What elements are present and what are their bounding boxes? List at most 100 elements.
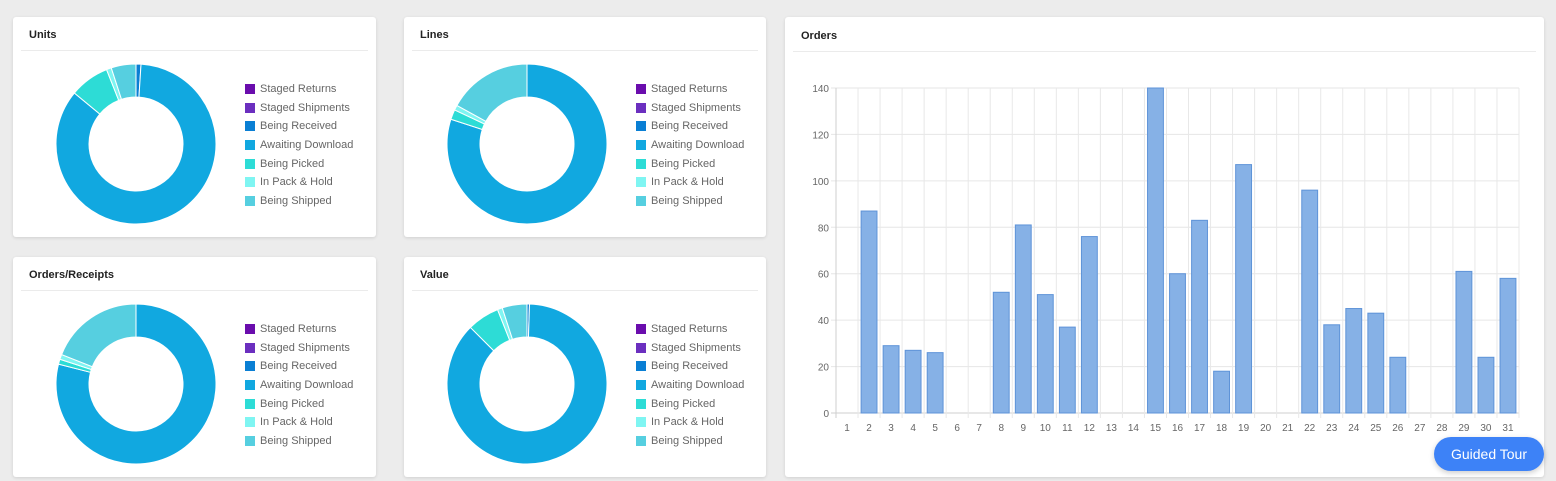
bar[interactable] — [1345, 308, 1363, 414]
legend-label: Awaiting Download — [260, 379, 354, 392]
x-tick-label: 22 — [1304, 423, 1316, 434]
x-tick-label: 11 — [1062, 423, 1073, 434]
bar[interactable] — [1477, 356, 1495, 414]
legend-item[interactable]: Staged Shipments — [245, 99, 353, 118]
legend-item[interactable]: Staged Shipments — [245, 339, 353, 358]
donut-slice[interactable] — [446, 303, 608, 465]
x-tick-label: 27 — [1414, 423, 1426, 434]
x-tick-label: 25 — [1370, 423, 1382, 434]
bar[interactable] — [1499, 277, 1517, 414]
legend-item[interactable]: In Pack & Hold — [245, 173, 353, 192]
legend-item[interactable]: Being Picked — [636, 154, 744, 173]
bar[interactable] — [1301, 189, 1319, 414]
donut-slice[interactable] — [446, 63, 608, 225]
legend-label: Staged Returns — [260, 83, 337, 96]
legend-swatch — [245, 361, 255, 372]
legend-label: Being Picked — [651, 397, 716, 410]
legend-swatch — [245, 380, 255, 391]
bar[interactable] — [1191, 219, 1208, 414]
bar[interactable] — [1169, 273, 1186, 414]
donut-slice[interactable] — [55, 63, 217, 225]
legend-item[interactable]: Staged Returns — [636, 80, 744, 99]
bar[interactable] — [1323, 324, 1341, 414]
legend-item[interactable]: Staged Returns — [245, 80, 353, 99]
legend-item[interactable]: Staged Returns — [636, 320, 744, 339]
x-tick-label: 29 — [1458, 423, 1470, 434]
legend-label: Being Shipped — [651, 434, 723, 447]
donut-slice[interactable] — [55, 303, 217, 465]
legend-item[interactable]: In Pack & Hold — [245, 413, 353, 432]
legend-item[interactable]: Being Received — [245, 117, 353, 136]
legend-item[interactable]: Staged Returns — [245, 320, 353, 339]
legend-item[interactable]: In Pack & Hold — [636, 413, 744, 432]
x-tick-label: 8 — [998, 423, 1004, 434]
donut-slice[interactable] — [501, 303, 528, 340]
bar[interactable] — [1147, 87, 1164, 414]
legend-item[interactable]: Being Received — [636, 117, 744, 136]
bar[interactable] — [860, 210, 878, 414]
x-tick-label: 3 — [888, 423, 894, 434]
legend-item[interactable]: Awaiting Download — [245, 376, 353, 395]
donut-slice[interactable] — [110, 63, 137, 100]
x-tick-label: 10 — [1040, 423, 1052, 434]
legend-item[interactable]: Being Picked — [245, 154, 353, 173]
legend-label: Staged Returns — [651, 323, 728, 336]
y-tick-label: 80 — [818, 223, 830, 234]
x-tick-label: 6 — [954, 423, 960, 434]
legend-item[interactable]: Being Received — [245, 357, 353, 376]
x-tick-label: 31 — [1502, 423, 1514, 434]
card-divider — [412, 290, 758, 291]
guided-tour-button[interactable]: Guided Tour — [1434, 437, 1544, 471]
legend-swatch — [636, 361, 646, 372]
legend-item[interactable]: Being Picked — [245, 394, 353, 413]
legend-item[interactable]: Staged Shipments — [636, 99, 744, 118]
legend-item[interactable]: Being Shipped — [245, 192, 353, 211]
x-tick-label: 18 — [1216, 423, 1228, 434]
donut-slice[interactable] — [60, 303, 137, 368]
bar[interactable] — [904, 349, 922, 414]
donut-slice[interactable] — [456, 63, 528, 123]
bar[interactable] — [1389, 356, 1407, 414]
bar[interactable] — [882, 345, 900, 414]
value-donut — [446, 303, 608, 465]
legend-item[interactable]: Being Shipped — [636, 192, 744, 211]
legend-item[interactable]: Being Picked — [636, 394, 744, 413]
legend-label: In Pack & Hold — [651, 416, 724, 429]
legend-swatch — [245, 177, 255, 188]
x-tick-label: 5 — [932, 423, 938, 434]
legend-item[interactable]: Being Shipped — [636, 432, 744, 451]
value-legend: Staged Returns Staged Shipments Being Rece… — [636, 320, 744, 450]
legend-label: Being Received — [651, 120, 729, 133]
lines-card: Lines Staged Returns Staged Shipments Bein… — [404, 17, 766, 237]
legend-label: Staged Shipments — [651, 101, 741, 114]
bar[interactable] — [1036, 294, 1054, 414]
bar[interactable] — [1014, 224, 1032, 414]
units-donut — [55, 63, 217, 225]
legend-swatch — [636, 417, 646, 428]
legend-swatch — [636, 121, 646, 132]
legend-item[interactable]: Awaiting Download — [636, 376, 744, 395]
orders-receipts-card: Orders/Receipts Staged Returns Staged Shi… — [13, 257, 376, 477]
legend-item[interactable]: In Pack & Hold — [636, 173, 744, 192]
legend-item[interactable]: Awaiting Download — [245, 136, 353, 155]
bar[interactable] — [926, 352, 944, 414]
legend-swatch — [245, 324, 255, 335]
legend-item[interactable]: Being Shipped — [245, 432, 353, 451]
bar[interactable] — [1080, 236, 1098, 414]
bar[interactable] — [1058, 326, 1076, 414]
legend-swatch — [636, 380, 646, 391]
bar[interactable] — [1367, 312, 1385, 414]
legend-item[interactable]: Awaiting Download — [636, 136, 744, 155]
y-tick-label: 120 — [812, 130, 829, 141]
legend-label: Staged Returns — [651, 83, 728, 96]
bar[interactable] — [1213, 370, 1230, 414]
bar[interactable] — [1455, 270, 1473, 414]
bar[interactable] — [992, 291, 1010, 414]
bar[interactable] — [1235, 164, 1253, 414]
legend-swatch — [636, 84, 646, 95]
x-tick-label: 17 — [1194, 423, 1206, 434]
legend-label: In Pack & Hold — [260, 176, 333, 189]
legend-item[interactable]: Being Received — [636, 357, 744, 376]
legend-item[interactable]: Staged Shipments — [636, 339, 744, 358]
legend-swatch — [245, 195, 255, 206]
